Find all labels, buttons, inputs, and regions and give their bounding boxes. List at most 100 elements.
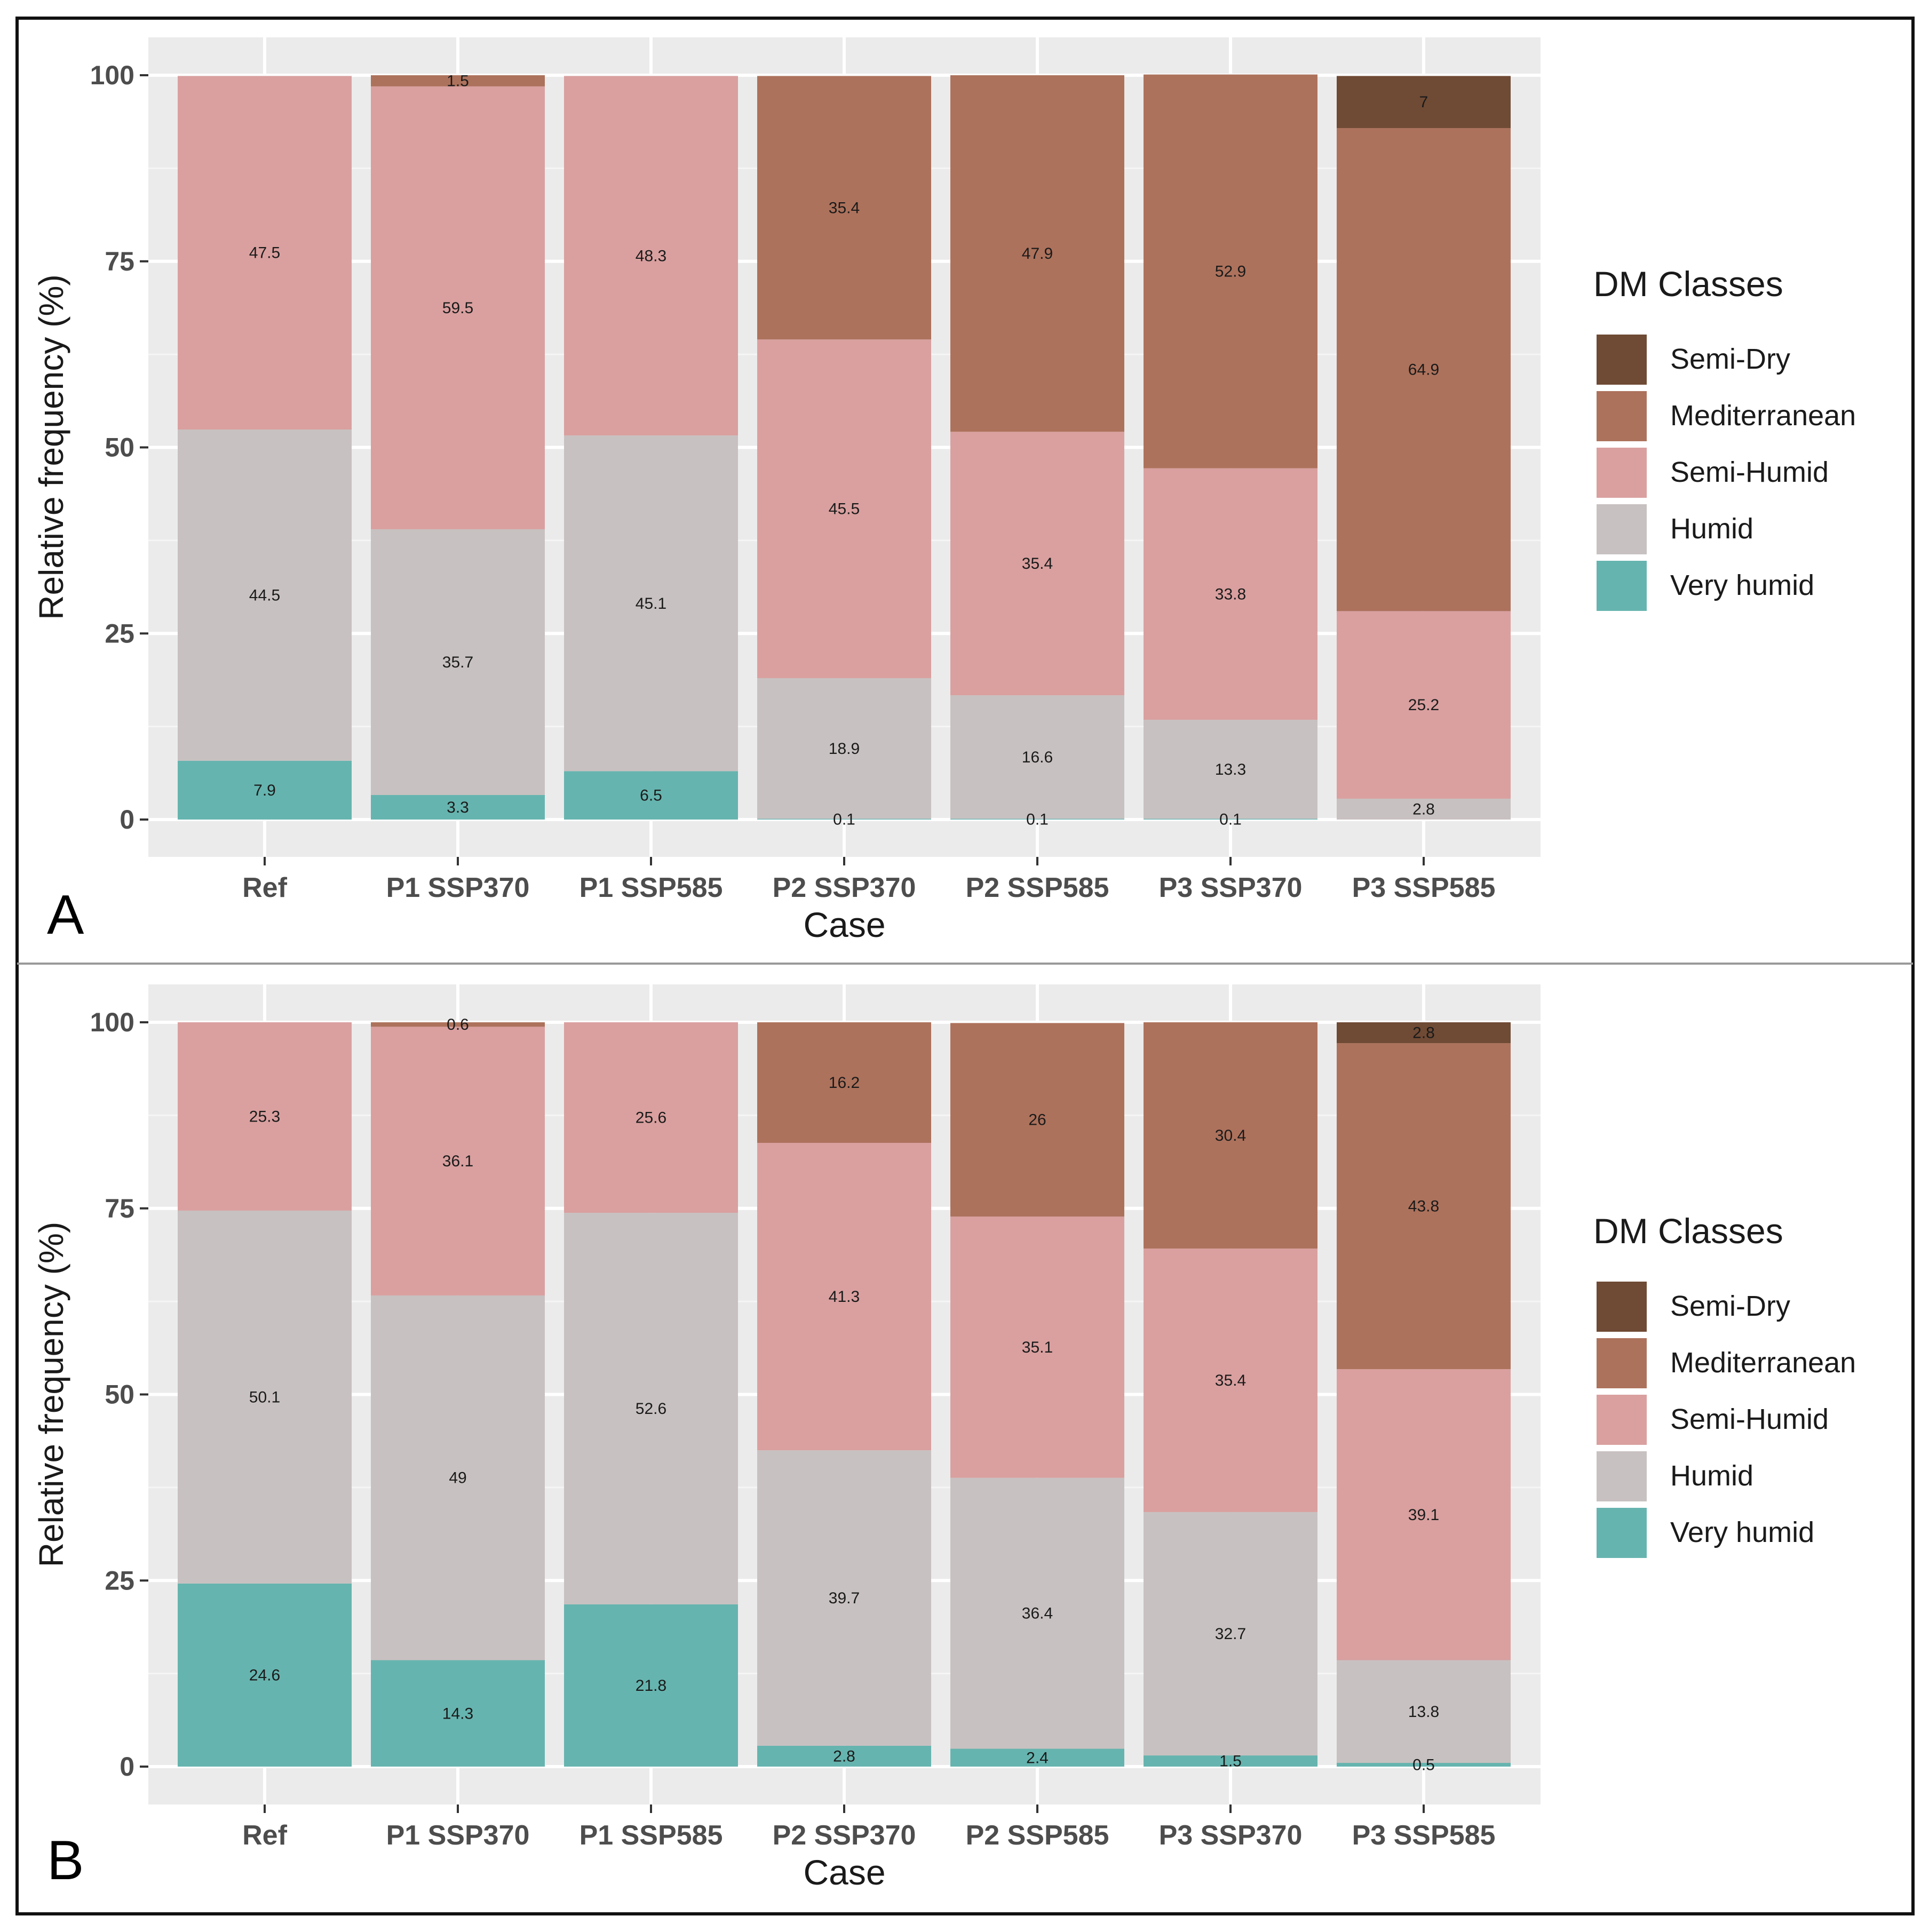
legend-title: DM Classes [1593, 1211, 1783, 1251]
bar-segment-semi-dry [1337, 76, 1511, 129]
x-tick-label: P2 SSP585 [966, 872, 1109, 903]
y-tick-label: 50 [105, 1380, 134, 1410]
bar-value-label: 2.8 [833, 1747, 855, 1765]
x-axis-ticks: Ref P1 SSP370 P1 SSP585 P2 SSP370 P2 SSP585 P… [242, 1804, 1495, 1851]
bar-segment-mediterranean [950, 1023, 1124, 1217]
legend-key-very-humid [1594, 559, 1649, 613]
bar-value-label: 0.1 [1219, 810, 1242, 828]
bar-segment-humid [950, 695, 1124, 819]
bar-value-label: 49 [449, 1469, 466, 1487]
bar-value-label: 35.4 [829, 199, 860, 217]
y-tick-label: 0 [120, 1752, 134, 1782]
legend-label-humid: Humid [1670, 513, 1753, 545]
bar-value-label: 2.8 [1412, 1024, 1435, 1042]
bar-value-label: 48.3 [636, 247, 666, 265]
bar-segment-semi-dry [1337, 1022, 1511, 1044]
bar-value-label: 0.1 [1026, 810, 1049, 828]
bar-segment-mediterranean [757, 1022, 931, 1143]
bar-value-label: 44.5 [249, 586, 280, 604]
bar-value-label: 52.9 [1215, 263, 1246, 281]
bar-segment-very-humid [178, 760, 352, 820]
x-tick-label: P2 SSP370 [773, 872, 916, 903]
legend-key-semi-humid [1594, 1393, 1649, 1447]
bar-value-label: 39.1 [1408, 1506, 1439, 1524]
bar-value-label: 35.1 [1022, 1339, 1053, 1356]
panel-label: A [47, 884, 84, 946]
bar-segment-very-humid [950, 818, 1124, 820]
legend: DM Classes Semi-Dry Mediterranean Semi-H… [1593, 1211, 1856, 1560]
bar-segment-humid [1144, 1512, 1317, 1756]
x-axis-title: Case [803, 1853, 885, 1892]
bar-segment-humid [371, 529, 545, 795]
legend-label-semi-dry: Semi-Dry [1670, 1290, 1790, 1322]
y-tick-label: 50 [105, 433, 134, 463]
bar-segment-humid [564, 435, 738, 772]
x-axis-ticks: Ref P1 SSP370 P1 SSP585 P2 SSP370 P2 SSP585 P… [242, 857, 1495, 903]
bar-segment-mediterranean [371, 1022, 545, 1027]
chart-panel-b: 24.6 50.1 25.3 14.3 49 36.1 0.6 21.8 52.6 25.6 2.8… [32, 984, 1856, 1892]
bar-segment-humid [178, 1210, 352, 1584]
bar-segment-humid [757, 678, 931, 819]
bar-segment-very-humid [1144, 818, 1317, 820]
x-tick-label: P3 SSP370 [1159, 872, 1303, 903]
legend-key-semi-humid [1594, 446, 1649, 500]
y-tick-label: 0 [120, 805, 134, 834]
bar-value-label: 2.4 [1026, 1749, 1049, 1767]
bar-value-label: 25.3 [249, 1108, 280, 1125]
x-tick-label: P3 SSP585 [1352, 872, 1496, 903]
bar-segment-very-humid [178, 1583, 352, 1767]
bar-segment-humid [1337, 1660, 1511, 1763]
legend-key-humid [1594, 502, 1649, 556]
bar-segment-semi-humid [564, 76, 738, 436]
bar-segment-mediterranean [1144, 1022, 1317, 1249]
bar-value-label: 47.9 [1022, 245, 1053, 263]
bar-value-label: 43.8 [1408, 1198, 1439, 1215]
bar-value-label: 47.5 [249, 244, 280, 262]
bar-segment-semi-humid [1337, 1369, 1511, 1660]
legend: DM Classes Semi-Dry Mediterranean Semi-H… [1593, 264, 1856, 613]
bar-value-labels: 7.9 44.5 47.5 3.3 35.7 59.5 1.5 6.5 45.1 48.3 0.1 1… [249, 72, 1439, 828]
legend-key-very-humid [1594, 1506, 1649, 1560]
bar-segment-semi-humid [1337, 611, 1511, 799]
bar-segment-semi-humid [1144, 1249, 1317, 1512]
bar-value-label: 21.8 [636, 1677, 666, 1695]
bar-segment-humid [1337, 798, 1511, 820]
bar-segment-very-humid [564, 771, 738, 820]
bar-value-label: 16.2 [829, 1074, 860, 1092]
legend-key-semi-dry [1594, 1279, 1649, 1334]
bar-segment-humid [1144, 720, 1317, 819]
bar-value-label: 59.5 [442, 299, 473, 317]
bar-segment-mediterranean [950, 75, 1124, 432]
bar-value-label: 25.6 [636, 1109, 666, 1127]
legend-key-mediterranean [1594, 1336, 1649, 1390]
bar-value-label: 24.6 [249, 1666, 280, 1684]
legend-label-semi-humid: Semi-Humid [1670, 1403, 1829, 1435]
bar-value-label: 2.8 [1412, 800, 1435, 818]
bar-segment-very-humid [564, 1604, 738, 1767]
bar-value-label: 7 [1419, 93, 1428, 111]
bar-value-label: 45.1 [636, 595, 666, 613]
x-tick-label: P2 SSP370 [773, 1820, 916, 1851]
y-axis-title: Relative frequency (%) [32, 274, 70, 619]
legend-label-humid: Humid [1670, 1460, 1753, 1492]
bar-segment-mediterranean [1337, 128, 1511, 611]
bar-value-label: 3.3 [447, 799, 469, 816]
bar-value-label: 39.7 [829, 1589, 860, 1607]
legend-key-mediterranean [1594, 389, 1649, 443]
panel-label: B [47, 1830, 84, 1891]
bar-value-label: 7.9 [253, 782, 276, 799]
y-tick-label: 100 [90, 1007, 134, 1037]
chart-panel-a: 7.9 44.5 47.5 3.3 35.7 59.5 1.5 6.5 45.1 48.3 0.1 1… [32, 37, 1856, 946]
x-tick-label: Ref [242, 1820, 287, 1851]
bar-segment-semi-humid [1144, 468, 1317, 720]
bar-value-label: 1.5 [1219, 1753, 1242, 1770]
bar-segment-semi-humid [371, 86, 545, 529]
y-tick-label: 75 [105, 247, 134, 276]
bar-segment-very-humid [757, 1745, 931, 1767]
bar-segment-very-humid [371, 1660, 545, 1767]
bar-segment-semi-humid [564, 1022, 738, 1213]
bar-value-label: 13.3 [1215, 761, 1246, 778]
bar-value-label: 0.6 [447, 1016, 469, 1033]
bar-value-label: 33.8 [1215, 585, 1246, 603]
x-tick-label: P1 SSP370 [386, 872, 530, 903]
